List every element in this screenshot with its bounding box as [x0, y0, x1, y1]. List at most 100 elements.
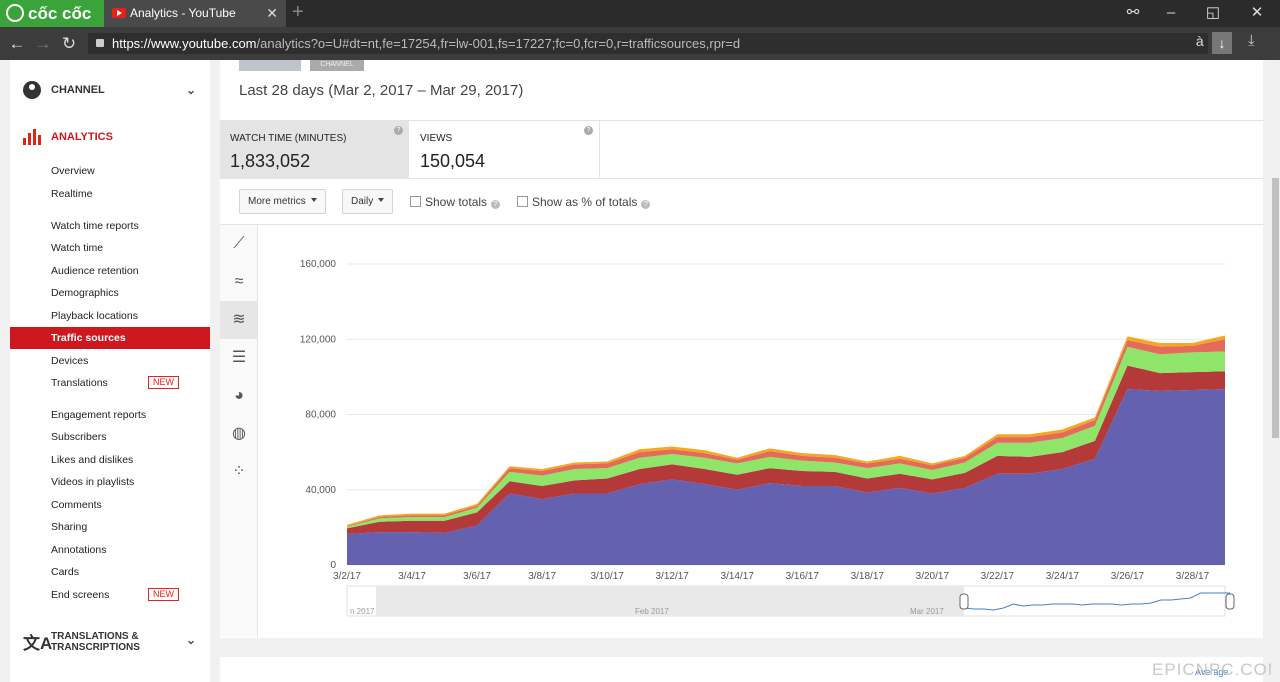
browser-brand: cốc cốc [28, 4, 92, 23]
translate-icon: 文A [23, 634, 53, 653]
more-metrics-button[interactable]: More metrics [239, 189, 326, 214]
forward-arrow-icon[interactable]: → [34, 34, 52, 53]
channel-tag: CHANNEL [310, 60, 364, 71]
help-icon[interactable]: ? [491, 200, 501, 209]
new-badge: NEW [148, 588, 179, 601]
chart-type-toolbar: ⟋ ≈ ≋ ☰ ◕ ◍ ⁘ [220, 225, 258, 637]
sidebar-item-audience-retention[interactable]: Audience retention [51, 265, 139, 277]
sidebar-item-watch-time[interactable]: Watch time [51, 242, 104, 254]
downloads-menu-icon[interactable]: ⤓ [1248, 32, 1255, 49]
show-totals-checkbox[interactable]: Show totals? [410, 195, 501, 209]
sidebar-item-devices[interactable]: Devices [51, 355, 89, 367]
sidebar-translations-header[interactable]: 文A TRANSLATIONS & TRANSCRIPTIONS ⌄ [10, 625, 210, 655]
account-circle-icon [23, 81, 41, 99]
sidebar-item-overview[interactable]: Overview [51, 165, 95, 177]
metric-divider [599, 121, 600, 179]
range-handle [959, 593, 969, 610]
chevron-down-icon[interactable]: ⌄ [185, 633, 196, 647]
sidebar-item-playback-locations[interactable]: Playback locations [51, 310, 138, 322]
sidebar-item-videos-in-playlists[interactable]: Videos in playlists [51, 476, 135, 488]
help-icon[interactable]: ? [641, 200, 651, 209]
metric-label: VIEWS [420, 133, 453, 144]
scrollbar-thumb[interactable] [1272, 178, 1279, 438]
checkbox-icon[interactable] [410, 196, 421, 207]
close-window-button[interactable]: ✕ [1250, 4, 1264, 21]
url-field[interactable]: https://www.youtube.com/analytics?o=U#dt… [88, 33, 1208, 54]
new-badge: NEW [148, 376, 179, 389]
sidebar-item-realtime[interactable]: Realtime [51, 188, 93, 200]
translations-label-line1: TRANSLATIONS & [51, 631, 139, 642]
globe-map-icon[interactable]: ◍ [232, 425, 246, 442]
back-arrow-icon[interactable]: ← [8, 34, 26, 53]
translations-label-line2: TRANSCRIPTIONS [51, 642, 140, 653]
x-tick-label: 3/6/17 [463, 571, 491, 582]
sidebar-item-label: Translations [51, 377, 108, 389]
sidebar-item-cards[interactable]: Cards [51, 566, 80, 578]
coccoc-logo-icon [6, 4, 24, 22]
analytics-sidebar: CHANNEL ⌄ ANALYTICS Overview Realtime Wa… [10, 60, 210, 682]
metric-watch-time[interactable]: WATCH TIME (MINUTES) 1,833,052 ? [220, 121, 409, 179]
traffic-sources-chart[interactable]: 0 40,000 80,000 120,000 160,000 3/2/17 3/4/17 3… [258, 225, 1262, 637]
date-range[interactable]: Last 28 days (Mar 2, 2017 – Mar 29, 2017… [239, 82, 524, 99]
bar-chart-icon[interactable]: ☰ [231, 349, 247, 366]
browser-tabbar: cốc cốc Analytics - YouTube ✕ + ⚯ – ◱ ✕ [0, 0, 1280, 27]
maximize-button[interactable]: ◱ [1205, 4, 1221, 21]
channel-thumbnail [239, 60, 301, 71]
sidebar-item-comments[interactable]: Comments [51, 499, 102, 511]
show-pct-checkbox[interactable]: Show as % of totals? [517, 195, 651, 209]
sidebar-item-engagement-reports[interactable]: Engagement reports [51, 409, 147, 421]
area-series-2 [347, 346, 1225, 529]
sidebar-analytics-header[interactable]: ANALYTICS [10, 122, 210, 152]
sidebar-item-sharing[interactable]: Sharing [51, 521, 88, 533]
tab-analytics[interactable]: Analytics - YouTube ✕ [104, 0, 286, 27]
translations-label: TRANSLATIONS & TRANSCRIPTIONS [51, 631, 140, 653]
metrics-row: WATCH TIME (MINUTES) 1,833,052 ? VIEWS 1… [220, 120, 1263, 179]
page-scrollbar[interactable] [1271, 60, 1280, 682]
sidebar-item-end-screens[interactable]: End screens NEW [10, 584, 210, 606]
tab-close-icon[interactable]: ✕ [266, 5, 278, 21]
sidebar-item-demographics[interactable]: Demographics [51, 287, 119, 299]
sidebar-item-label: End screens [51, 589, 110, 601]
x-tick-label: 3/14/17 [721, 571, 755, 582]
sidebar-item-subscribers[interactable]: Subscribers [51, 431, 107, 443]
help-icon[interactable]: ? [584, 126, 593, 135]
minimize-button[interactable]: – [1166, 4, 1176, 21]
new-tab-button[interactable]: + [292, 1, 304, 23]
address-bar-row: ← → ↻ https://www.youtube.com/analytics?… [0, 27, 1280, 60]
x-tick-label: 3/24/17 [1046, 571, 1080, 582]
x-tick-label: 3/4/17 [398, 571, 426, 582]
analytics-label: ANALYTICS [51, 131, 113, 143]
browser-logo[interactable]: cốc cốc [0, 0, 104, 27]
y-tick-label: 80,000 [305, 410, 336, 421]
translate-icon[interactable]: à [1195, 33, 1204, 49]
x-tick-label: 3/26/17 [1111, 571, 1145, 582]
help-icon[interactable]: ? [394, 126, 403, 135]
analytics-bars-icon [23, 129, 41, 145]
download-icon[interactable]: ↓ [1212, 32, 1232, 54]
multiline-chart-icon[interactable]: ≈ [234, 273, 244, 290]
pie-chart-icon[interactable]: ◕ [234, 387, 244, 404]
bubble-chart-icon[interactable]: ⁘ [232, 463, 246, 480]
reload-icon[interactable]: ↻ [61, 34, 77, 53]
youtube-favicon-icon [112, 8, 126, 18]
sidebar-item-translations[interactable]: Translations NEW [10, 372, 210, 394]
caret-down-icon [310, 198, 317, 202]
metric-views[interactable]: VIEWS 150,054 ? [410, 121, 599, 179]
sidebar-item-annotations[interactable]: Annotations [51, 544, 107, 556]
interval-dropdown[interactable]: Daily [342, 189, 394, 214]
sidebar-channel-header[interactable]: CHANNEL ⌄ [10, 75, 210, 105]
average-link[interactable]: Average [1195, 667, 1229, 677]
extensions-icon[interactable]: ⚯ [1126, 4, 1140, 21]
sidebar-item-watch-time-reports[interactable]: Watch time reports [51, 220, 139, 232]
sidebar-item-traffic-sources[interactable]: Traffic sources [10, 327, 210, 349]
x-tick-label: 3/22/17 [981, 571, 1015, 582]
more-metrics-label: More metrics [248, 196, 306, 207]
line-chart-icon[interactable]: ⟋ [233, 235, 245, 252]
stacked-area-chart-icon[interactable]: ≋ [220, 301, 258, 339]
checkbox-icon[interactable] [517, 196, 528, 207]
y-tick-label: 40,000 [305, 485, 336, 496]
x-tick-label: 3/28/17 [1176, 571, 1210, 582]
sidebar-item-likes-dislikes[interactable]: Likes and dislikes [51, 454, 134, 466]
chevron-down-icon[interactable]: ⌄ [185, 83, 196, 97]
url-host: https://www.youtube.com [112, 36, 257, 51]
